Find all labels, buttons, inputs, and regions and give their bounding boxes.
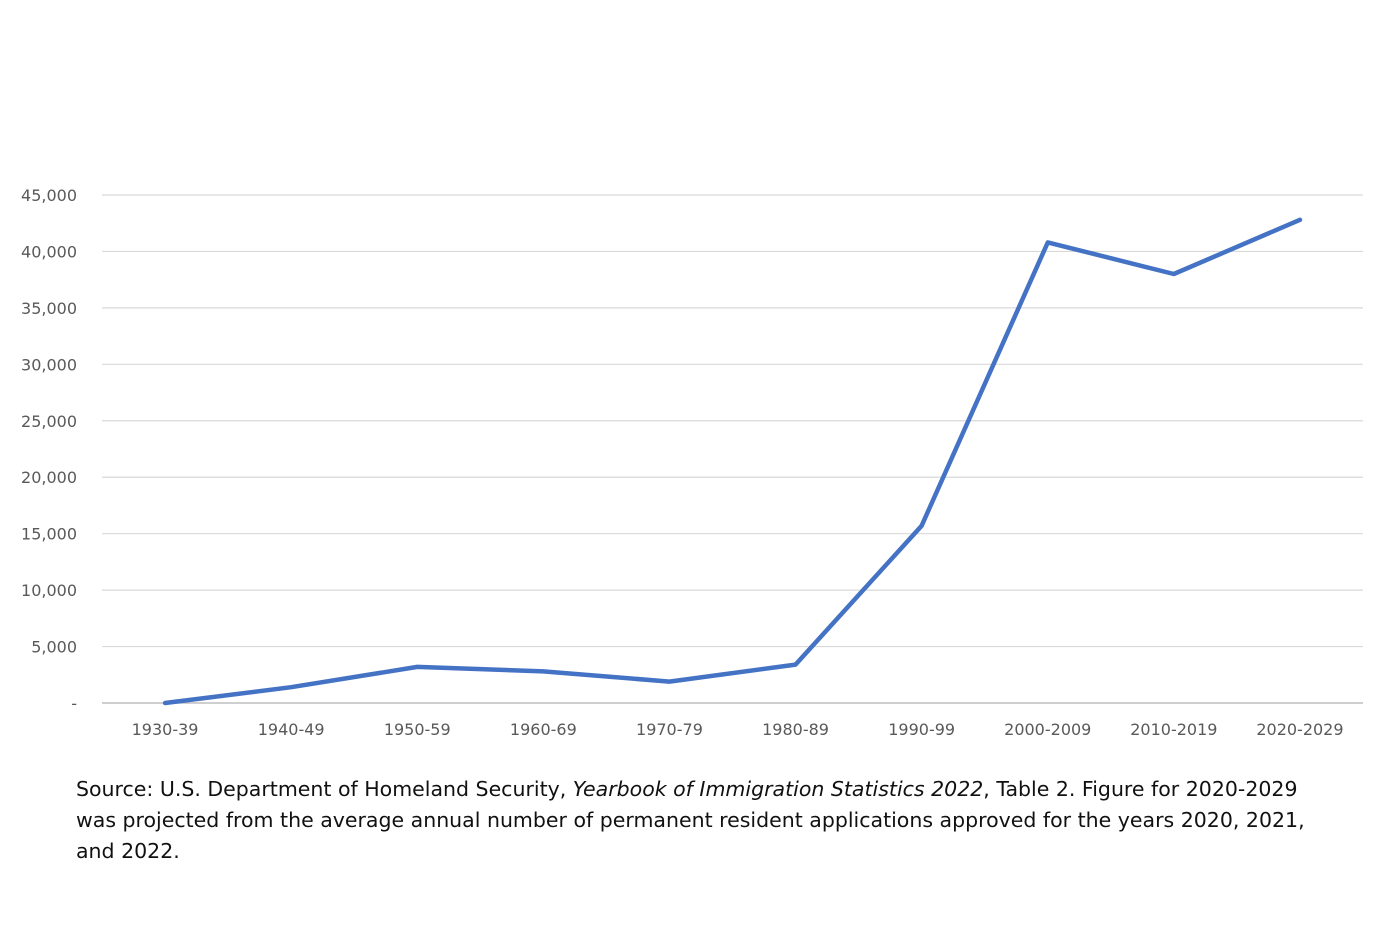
- x-axis-tick-labels: 1930-39 1940-49 1950-59 1960-69 1970-79 1980-…: [132, 720, 1344, 739]
- x-tick-label: 2010-2019: [1130, 720, 1217, 739]
- x-tick-label: 2000-2009: [1004, 720, 1091, 739]
- y-tick-label: 40,000: [21, 242, 77, 261]
- line-chart: - 5,000 10,000 15,000 20,000 25,000 30,000 35,0…: [21, 186, 1363, 739]
- y-tick-label: 35,000: [21, 299, 77, 318]
- x-tick-label: 1990-99: [888, 720, 955, 739]
- y-tick-label: 25,000: [21, 412, 77, 431]
- y-tick-label: -: [71, 694, 77, 713]
- y-axis-tick-labels: - 5,000 10,000 15,000 20,000 25,000 30,000 35,0…: [21, 186, 77, 713]
- y-tick-label: 45,000: [21, 186, 77, 205]
- y-tick-label: 30,000: [21, 355, 77, 374]
- y-tick-label: 10,000: [21, 581, 77, 600]
- series-line: [162, 217, 1303, 706]
- x-tick-label: 1930-39: [132, 720, 199, 739]
- x-tick-label: 1960-69: [510, 720, 577, 739]
- x-tick-label: 1980-89: [762, 720, 829, 739]
- source-note: Source: U.S. Department of Homeland Secu…: [76, 774, 1336, 867]
- x-tick-label: 2020-2029: [1256, 720, 1343, 739]
- x-tick-label: 1970-79: [636, 720, 703, 739]
- source-publication: Yearbook of Immigration Statistics 2022: [572, 777, 984, 801]
- gridlines: [102, 194, 1363, 704]
- y-tick-label: 15,000: [21, 525, 77, 544]
- series-layer: [162, 217, 1303, 706]
- source-suffix: , Table 2. Figure for 2020-2029 was proj…: [76, 777, 1305, 863]
- y-tick-label: 20,000: [21, 468, 77, 487]
- x-tick-label: 1950-59: [384, 720, 451, 739]
- y-tick-label: 5,000: [31, 638, 77, 657]
- source-prefix: Source: U.S. Department of Homeland Secu…: [76, 777, 573, 801]
- x-tick-label: 1940-49: [258, 720, 325, 739]
